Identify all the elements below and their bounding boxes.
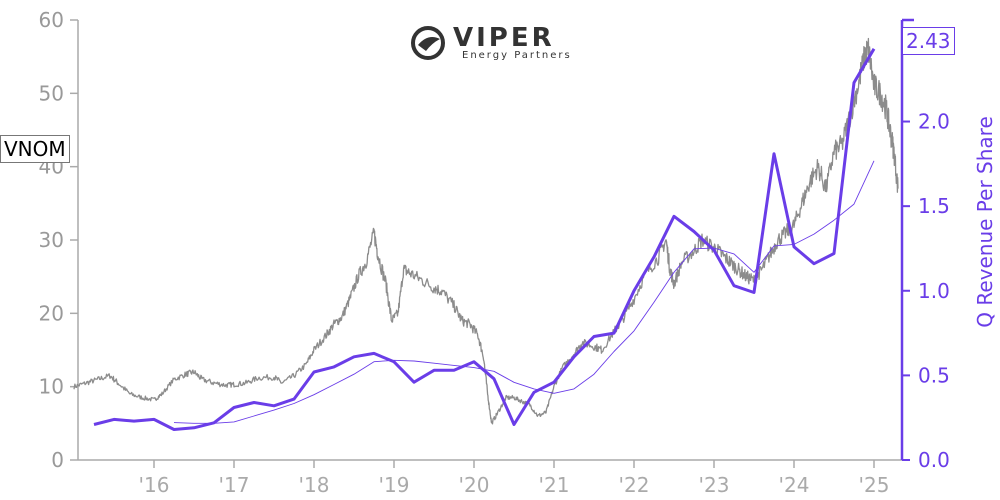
x-tick-label: '22 [619,473,650,497]
last-value-badge: 2.43 [902,27,955,55]
x-tick-label: '17 [219,473,250,497]
logo-word: VIPER [453,23,555,53]
x-tick-label: '23 [699,473,730,497]
chart-series [73,37,899,431]
price-line [73,37,899,425]
price-average-line [173,160,875,424]
right-tick-label: 1.5 [918,194,950,218]
x-tick-label: '21 [539,473,570,497]
x-tick-label: '20 [459,473,490,497]
left-tick-label: 30 [39,228,64,252]
x-tick-label: '24 [779,473,810,497]
logo-subtitle: Energy Partners [462,50,572,61]
x-tick-label: '19 [379,473,410,497]
right-axis-label: Q Revenue Per Share [973,116,997,328]
right-tick-label: 1.0 [918,279,950,303]
left-tick-label: 50 [39,81,64,105]
right-tick-label: 2.0 [918,110,950,134]
right-tick-label: 0.5 [918,363,950,387]
viper-logo: VIPER Energy Partners [410,23,575,65]
chart-axes: 0102030405060'16'17'18'19'20'21'22'23'24… [39,8,950,497]
revenue-per-share-line [93,48,876,431]
viper-logo-icon [411,26,445,60]
left-tick-label: 10 [39,375,64,399]
x-tick-label: '18 [299,473,330,497]
left-tick-label: 20 [39,301,64,325]
left-tick-label: 60 [39,8,64,32]
chart-labels: Q Revenue Per Share [973,116,997,328]
x-tick-label: '16 [139,473,170,497]
right-tick-label: 0.0 [918,448,950,472]
x-tick-label: '25 [859,473,890,497]
ticker-label: VNOM [0,135,70,163]
left-tick-label: 0 [51,448,64,472]
